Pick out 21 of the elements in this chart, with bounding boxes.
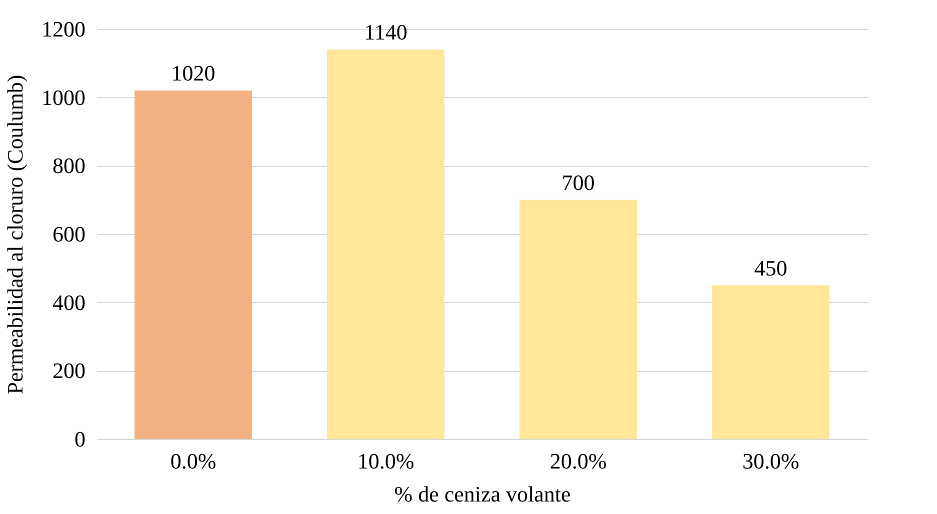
data-label: 700 bbox=[562, 170, 595, 195]
x-tick-label: 0.0% bbox=[170, 448, 216, 474]
y-tick-label: 200 bbox=[52, 358, 86, 384]
y-tick-label: 400 bbox=[52, 290, 86, 315]
data-label: 1140 bbox=[364, 20, 408, 44]
y-tick-label: 600 bbox=[52, 222, 86, 246]
bar bbox=[712, 285, 830, 439]
y-tick-label: 1000 bbox=[42, 84, 86, 110]
y-tick-label: 0 bbox=[74, 426, 86, 452]
y-tick-label: 1200 bbox=[42, 16, 86, 42]
data-label: 450 bbox=[754, 255, 788, 280]
data-label: 1020 bbox=[171, 60, 216, 86]
x-axis-title: % de ceniza volante bbox=[394, 482, 571, 506]
y-axis-title: Permeabilidad al cloruro (Coulumb) bbox=[2, 74, 28, 394]
x-tick-label: 20.0% bbox=[550, 448, 607, 474]
bar bbox=[327, 50, 444, 439]
y-tick-label: 800 bbox=[52, 153, 86, 178]
x-tick-label: 10.0% bbox=[357, 448, 414, 474]
bar bbox=[134, 90, 252, 439]
bar bbox=[520, 200, 637, 439]
x-tick-label: 30.0% bbox=[742, 448, 800, 474]
